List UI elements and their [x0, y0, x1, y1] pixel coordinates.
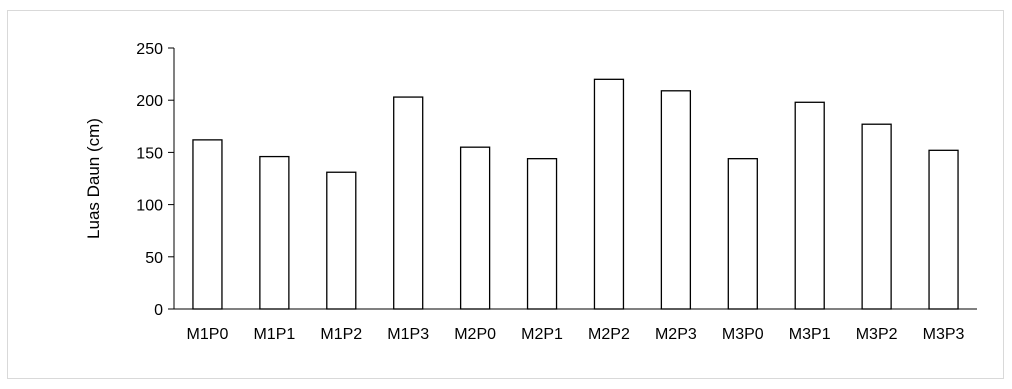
bar-m1p1: [259, 155, 290, 310]
x-tick-label: M3P0: [722, 326, 764, 343]
y-axis-title: Luas Daun (cm): [84, 118, 103, 239]
x-tick-label: M2P2: [588, 326, 630, 343]
x-tick-label: M3P3: [923, 326, 965, 343]
x-tick-label: M1P1: [253, 326, 295, 343]
x-tick-label: M2P1: [521, 326, 563, 343]
bar-m1p0: [192, 139, 223, 310]
bar-m3p3: [928, 149, 959, 310]
y-axis-ticks: 0 50 100 150 200 250: [136, 41, 174, 319]
bar-m2p3: [660, 90, 692, 310]
bar-m3p2: [861, 123, 892, 310]
x-tick-label: M3P1: [789, 326, 831, 343]
y-tick-label: 0: [154, 302, 163, 319]
x-tick-label: M2P3: [655, 326, 697, 343]
x-tick-label: M1P3: [387, 326, 429, 343]
y-tick-label: 150: [136, 145, 163, 162]
x-axis-ticks: M1P0 M1P1 M1P2 M1P3 M2P0 M2P1 M2P2 M2P3 M3P0 M3P1…: [187, 326, 965, 343]
x-tick-label: M1P0: [187, 326, 229, 343]
x-tick-label: M3P2: [856, 326, 898, 343]
y-tick-label: 250: [136, 41, 163, 58]
chart-area: [7, 10, 1004, 379]
bar-m3p1: [794, 101, 825, 310]
x-tick-label: M1P2: [320, 326, 362, 343]
y-tick-label: 50: [145, 250, 163, 267]
bar-m1p3: [393, 96, 424, 310]
x-tick-label: M2P0: [454, 326, 496, 343]
y-tick-label: 100: [136, 198, 163, 215]
bar-m2p1: [526, 158, 558, 310]
bars: [192, 78, 959, 310]
y-tick-label: 200: [136, 93, 163, 110]
bar-m2p2: [593, 78, 625, 310]
bar-m2p0: [459, 146, 491, 310]
bar-m1p2: [326, 171, 357, 310]
bar-m3p0: [727, 158, 758, 310]
